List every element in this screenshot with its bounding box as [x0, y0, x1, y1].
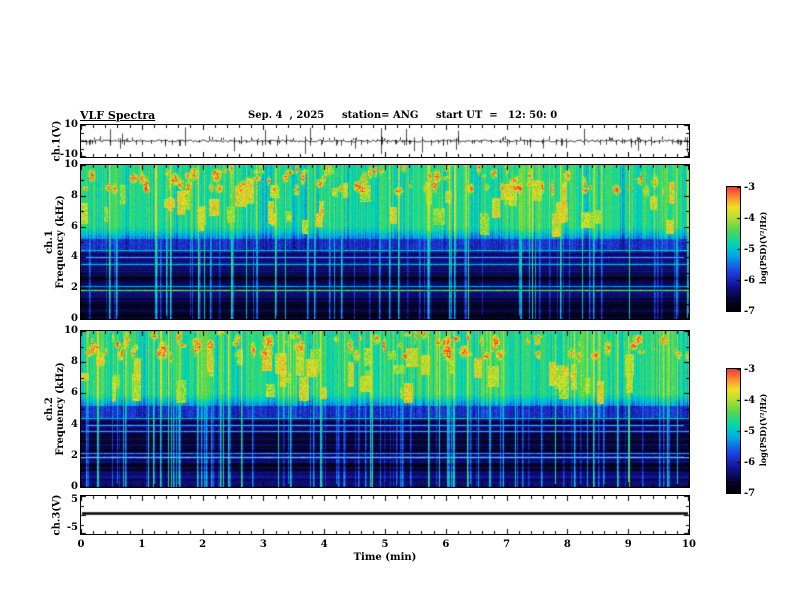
- colorbar-tick-label: -6: [744, 457, 756, 468]
- y-tick-label: 8: [71, 356, 78, 368]
- colorbar-tick-label: -4: [744, 395, 756, 406]
- ch2-frequency-label-line: Frequency (kHz): [55, 362, 66, 456]
- ch3-waveform-panel: [80, 495, 690, 535]
- x-tick-label: 2: [199, 539, 207, 550]
- x-tick-label: 5: [381, 539, 389, 550]
- x-tick-label: 9: [624, 539, 632, 550]
- ch1-frequency-axis-label: ch.1 Frequency (kHz): [44, 195, 66, 288]
- ch2-spectrogram-panel: [80, 330, 690, 488]
- y-tick-label: 10: [64, 119, 78, 130]
- ch2-spectrogram-canvas: [81, 331, 689, 487]
- x-tick-label: 1: [138, 539, 146, 550]
- ch2-label-line: ch.2: [44, 397, 55, 421]
- y-tick-label: 10: [64, 325, 78, 336]
- y-tick-label: -10: [59, 149, 78, 160]
- x-tick-label: 3: [259, 539, 267, 550]
- colorbar-2-canvas: [727, 369, 740, 493]
- y-tick-label: 10: [64, 159, 78, 170]
- colorbar-2: [726, 368, 741, 494]
- start-ut-label: start UT = 12: 50: 0: [436, 110, 558, 121]
- figure-title: VLF Spectra: [80, 109, 156, 122]
- y-tick-label: 5: [71, 494, 78, 505]
- x-tick-label: 4: [320, 539, 328, 550]
- colorbar-1: [726, 186, 741, 312]
- colorbar-tick-label: -5: [744, 244, 756, 255]
- ch1-label-line: ch.1: [44, 230, 55, 254]
- ch1-waveform-canvas: [81, 125, 689, 157]
- ch1-frequency-label-line: Frequency (kHz): [55, 195, 66, 289]
- x-tick-label: 6: [442, 539, 450, 550]
- x-tick-label: 7: [503, 539, 511, 550]
- y-tick-label: 8: [71, 189, 78, 201]
- ch3-waveform-canvas: [81, 496, 689, 534]
- ch1-spectrogram-canvas: [81, 165, 689, 319]
- y-tick-label: 2: [71, 282, 78, 294]
- colorbar-tick-label: -6: [744, 275, 756, 286]
- y-tick-label: 0: [71, 313, 78, 324]
- y-tick-label: 6: [71, 387, 78, 399]
- y-tick-label: 0: [71, 481, 78, 492]
- colorbar-tick-label: -7: [744, 306, 756, 317]
- colorbar-1-canvas: [727, 187, 740, 311]
- x-axis-title: Time (min): [353, 552, 417, 563]
- y-tick-label: 2: [71, 449, 78, 461]
- y-tick-label: 4: [71, 251, 78, 263]
- colorbar-tick-label: -3: [744, 182, 756, 193]
- ch2-frequency-axis-label: ch.2 Frequency (kHz): [44, 362, 66, 455]
- colorbar-tick-label: -4: [744, 213, 756, 224]
- ch1-spectrogram-panel: [80, 164, 690, 320]
- colorbar-tick-label: -7: [744, 488, 756, 499]
- ch1-waveform-panel: [80, 124, 690, 158]
- colorbar-tick-label: -5: [744, 426, 756, 437]
- colorbar-tick-label: -3: [744, 364, 756, 375]
- y-tick-label: -5: [66, 522, 78, 533]
- x-tick-label: 8: [563, 539, 571, 550]
- y-tick-label: 6: [71, 220, 78, 232]
- x-tick-label: 10: [682, 539, 696, 550]
- figure-date: Sep. 4 , 2025: [248, 110, 325, 121]
- x-tick-label: 0: [77, 539, 85, 550]
- y-tick-label: 4: [71, 418, 78, 430]
- station-label: station= ANG: [342, 110, 419, 121]
